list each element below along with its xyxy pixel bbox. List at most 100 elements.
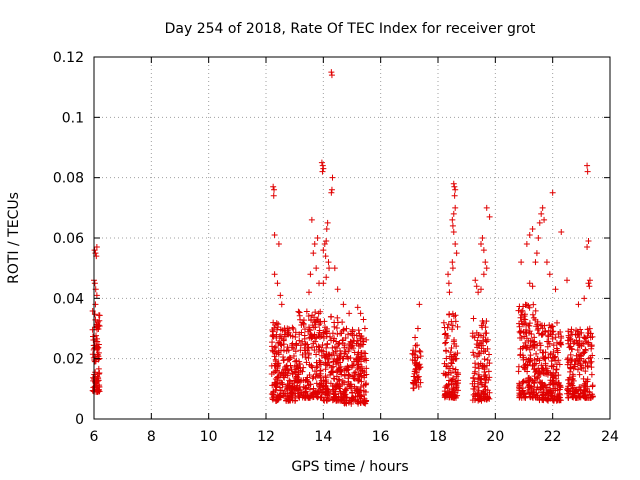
data-point (589, 383, 596, 390)
data-point (302, 353, 309, 360)
data-point (414, 325, 421, 332)
data-point (355, 327, 362, 334)
data-point (268, 371, 275, 378)
data-point (410, 347, 417, 354)
data-point (516, 390, 523, 397)
data-point (568, 357, 575, 364)
data-point (566, 380, 573, 387)
data-point (324, 219, 331, 226)
data-point (92, 369, 99, 376)
data-point (483, 318, 490, 325)
data-point (588, 342, 595, 349)
data-point (538, 331, 545, 338)
data-point (534, 374, 541, 381)
data-point (535, 235, 542, 241)
data-point (307, 327, 314, 334)
data-point (450, 387, 457, 394)
data-point (522, 339, 529, 346)
data-point (278, 370, 285, 377)
data-point (441, 331, 448, 338)
data-point (413, 369, 420, 376)
data-point (448, 353, 455, 360)
data-point (518, 309, 525, 316)
data-point (529, 362, 536, 369)
data-point (297, 367, 304, 374)
data-point (306, 386, 313, 393)
data-point (557, 339, 564, 346)
data-point (534, 327, 541, 334)
data-point (586, 283, 593, 290)
y-tick-label: 0.04 (53, 291, 84, 307)
data-point (320, 329, 327, 336)
data-point (271, 271, 278, 278)
x-tick-label: 18 (429, 429, 447, 445)
data-point (337, 347, 344, 354)
data-point (482, 379, 489, 386)
data-point (537, 342, 544, 349)
data-point (523, 344, 530, 351)
data-point (92, 250, 99, 257)
data-point (565, 328, 572, 335)
data-point (474, 353, 481, 360)
data-point (454, 350, 461, 357)
data-point (324, 392, 331, 399)
data-point (324, 355, 331, 362)
data-point (483, 265, 490, 272)
data-point (539, 330, 546, 337)
x-tick-label: 14 (314, 429, 332, 445)
data-point (269, 396, 276, 403)
data-point (475, 389, 482, 396)
data-point (444, 385, 451, 392)
data-point (470, 352, 477, 359)
data-point (550, 363, 557, 370)
data-point (543, 389, 550, 396)
data-point (412, 348, 419, 355)
data-point (274, 280, 281, 287)
data-point (341, 388, 348, 395)
data-point (581, 295, 588, 302)
data-point (341, 344, 348, 351)
data-point (558, 341, 565, 348)
data-point (344, 353, 351, 360)
y-tick-label: 0.12 (53, 50, 84, 66)
data-point (584, 168, 591, 175)
chart-title: Day 254 of 2018, Rate Of TEC Index for r… (165, 21, 536, 37)
data-point (355, 340, 362, 347)
data-point (337, 330, 344, 337)
data-point (544, 390, 551, 397)
y-tick-label: 0.02 (53, 352, 84, 368)
data-point (307, 317, 314, 324)
data-point (485, 376, 492, 383)
data-point (316, 372, 323, 379)
data-point (329, 330, 336, 337)
data-point (578, 365, 585, 372)
data-point (450, 228, 457, 235)
data-point (484, 387, 491, 394)
data-point (355, 400, 362, 407)
data-point (531, 338, 538, 345)
data-point (449, 259, 456, 266)
data-point (346, 382, 353, 389)
data-point (451, 340, 458, 347)
data-point (474, 337, 481, 344)
data-point (358, 393, 365, 400)
data-point (588, 345, 595, 352)
data-point (551, 380, 558, 387)
data-point (454, 323, 461, 330)
data-point (278, 342, 285, 349)
data-point (449, 365, 456, 372)
data-point (296, 309, 303, 316)
data-point (586, 325, 593, 332)
data-point (330, 358, 337, 365)
data-point (302, 388, 309, 395)
data-point (552, 334, 559, 341)
data-point (574, 360, 581, 367)
data-point (289, 371, 296, 378)
data-point (314, 317, 321, 324)
data-point (343, 325, 350, 332)
data-point (94, 319, 101, 326)
data-point (516, 303, 523, 310)
data-point (328, 69, 335, 76)
data-point (327, 380, 334, 387)
